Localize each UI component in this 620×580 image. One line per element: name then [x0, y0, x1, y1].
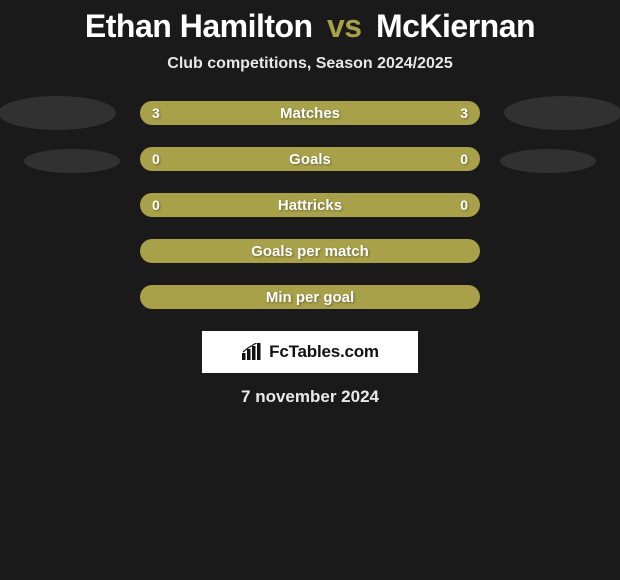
stat-row-min-per-goal: Min per goal — [10, 285, 610, 309]
stat-value-right: 3 — [460, 105, 468, 121]
player1-name: Ethan Hamilton — [85, 8, 313, 44]
stat-label: Min per goal — [266, 289, 354, 306]
comparison-card: Ethan Hamilton vs McKiernan Club competi… — [0, 0, 620, 407]
stat-label: Hattricks — [278, 197, 342, 214]
player2-shadow-icon — [500, 149, 596, 173]
comparison-rows: 3 Matches 3 0 Goals 0 0 Hattricks 0 — [0, 101, 620, 309]
player1-shadow-icon — [24, 149, 120, 173]
stat-value-left: 3 — [152, 105, 160, 121]
brand-text: FcTables.com — [269, 342, 379, 362]
stat-bar: 0 Goals 0 — [140, 147, 480, 171]
stat-row-goals: 0 Goals 0 — [10, 147, 610, 171]
vs-separator: vs — [327, 8, 362, 44]
stat-value-right: 0 — [460, 151, 468, 167]
player1-shadow-icon — [0, 96, 116, 130]
stat-bar: 3 Matches 3 — [140, 101, 480, 125]
stat-label: Matches — [280, 105, 340, 122]
stat-bar: Goals per match — [140, 239, 480, 263]
player2-shadow-icon — [504, 96, 620, 130]
stat-bar: Min per goal — [140, 285, 480, 309]
comparison-title: Ethan Hamilton vs McKiernan — [0, 8, 620, 45]
generated-date: 7 november 2024 — [0, 387, 620, 407]
stat-bar: 0 Hattricks 0 — [140, 193, 480, 217]
stat-label: Goals per match — [251, 243, 369, 260]
brand-badge: FcTables.com — [202, 331, 418, 373]
bar-chart-icon — [241, 343, 263, 361]
player2-name: McKiernan — [376, 8, 535, 44]
stat-value-left: 0 — [152, 151, 160, 167]
stat-label: Goals — [289, 151, 331, 168]
stat-value-left: 0 — [152, 197, 160, 213]
subtitle: Club competitions, Season 2024/2025 — [0, 55, 620, 73]
stat-row-matches: 3 Matches 3 — [10, 101, 610, 125]
stat-value-right: 0 — [460, 197, 468, 213]
stat-row-goals-per-match: Goals per match — [10, 239, 610, 263]
stat-row-hattricks: 0 Hattricks 0 — [10, 193, 610, 217]
